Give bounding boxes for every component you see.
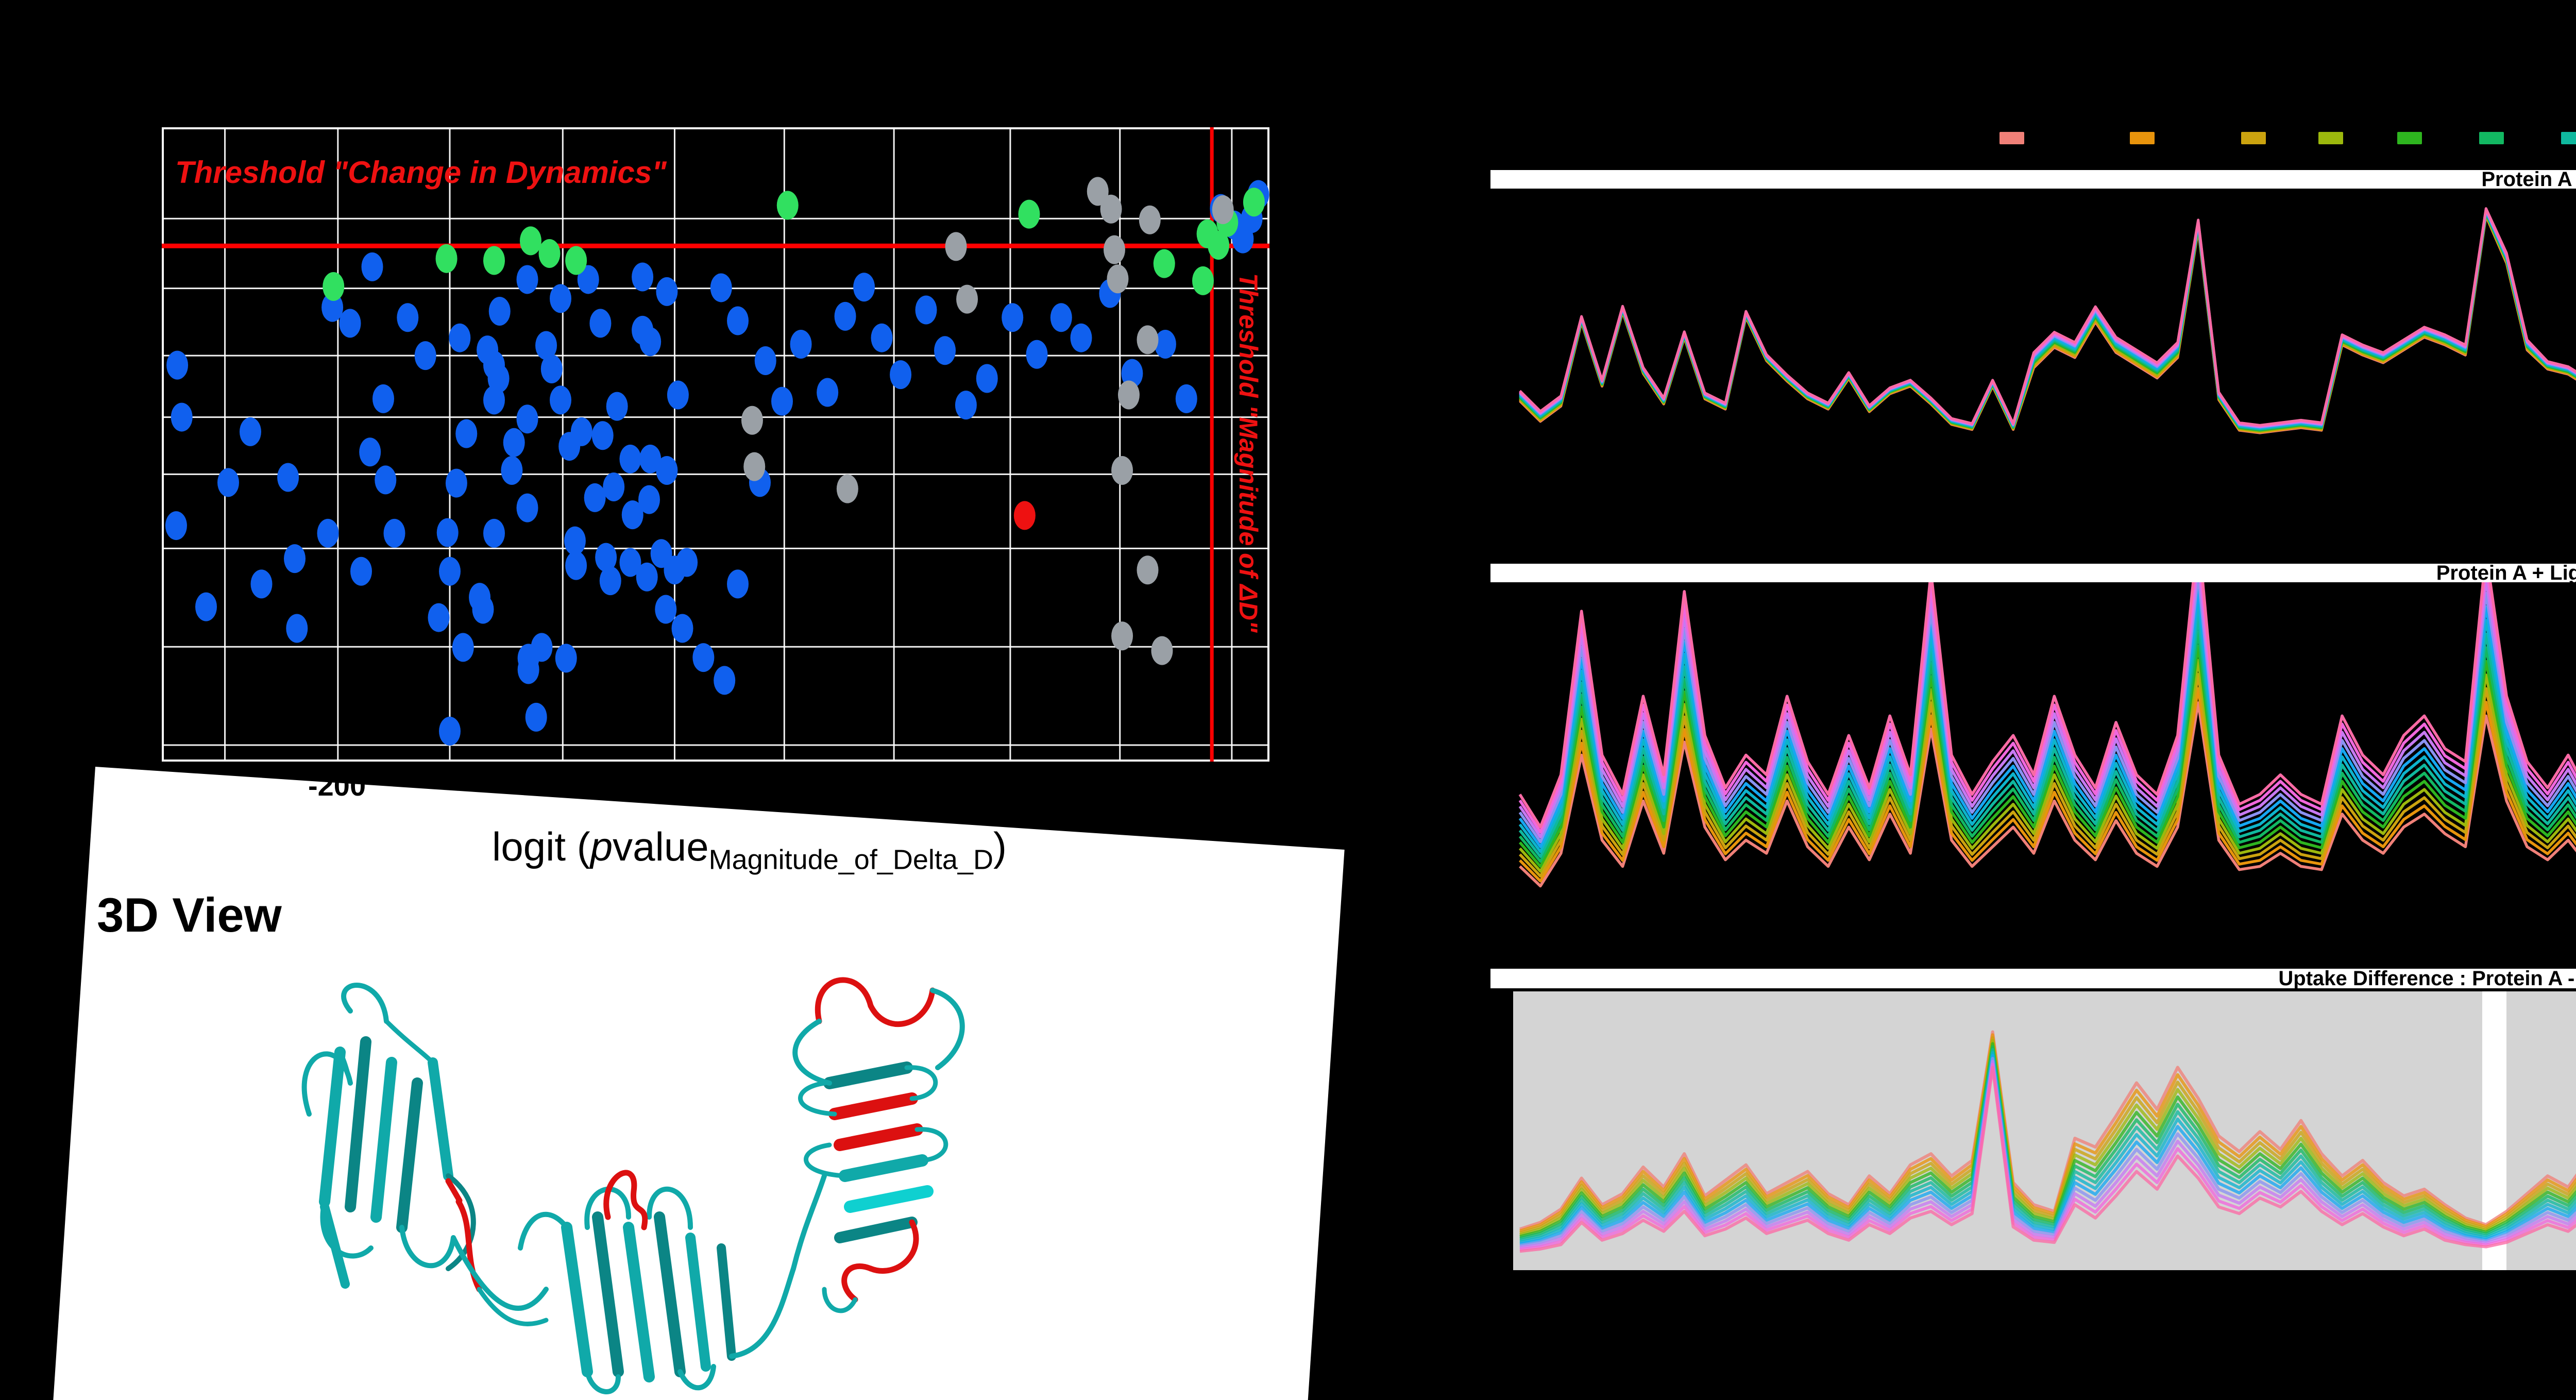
xlabel-value: value — [613, 824, 709, 869]
volcano-x-axis-label: logit (pvalueMagnitude_of_Delta_D) — [492, 823, 1007, 876]
legend-swatch-6[interactable] — [2479, 132, 2504, 144]
protein-structure[interactable] — [278, 959, 1314, 1400]
uptake-chart-protein-a-svg[interactable] — [1490, 189, 2576, 549]
chart-title-text: Uptake Difference : Protein A - (Protein… — [2278, 967, 2576, 990]
chart-title-uptake-difference: Uptake Difference : Protein A - (Protein… — [1490, 967, 2576, 991]
xlabel-p: p — [590, 824, 613, 869]
uptake-chart-protein-a-ligand[interactable] — [1490, 582, 2576, 946]
legend-swatch-3[interactable] — [2241, 132, 2266, 144]
legend-swatch-7[interactable] — [2561, 132, 2576, 144]
threshold-magnitude-label: Threshold "Magnitude of ΔD" — [1234, 273, 1263, 633]
chart-title-protein-a-ligand: Protein A + Ligand — [1490, 561, 2576, 584]
uptake-chart-protein-a-ligand-svg[interactable] — [1490, 582, 2576, 946]
uptake-difference-chart[interactable] — [1490, 991, 2576, 1272]
legend-swatch-1[interactable] — [1999, 132, 2024, 144]
chart-title-text: Protein A + Ligand — [2436, 561, 2576, 584]
timepoint-legend — [1490, 124, 2576, 155]
legend-swatch-5[interactable] — [2397, 132, 2422, 144]
xlabel-suffix: ) — [993, 824, 1007, 869]
chart-title-protein-a: Protein A — [1490, 167, 2576, 191]
x-tick--100: -100 — [755, 769, 814, 802]
x-tick--200: -200 — [308, 769, 366, 802]
uptake-difference-svg[interactable] — [1490, 991, 2576, 1272]
xlabel-subscript: Magnitude_of_Delta_D — [708, 844, 993, 875]
chart-title-text: Protein A — [2481, 167, 2572, 191]
xlabel-prefix: logit ( — [492, 824, 590, 869]
volcano-svg[interactable] — [162, 127, 1269, 762]
legend-swatch-2[interactable] — [2130, 132, 2155, 144]
legend-swatch-4[interactable] — [2318, 132, 2343, 144]
uptake-chart-protein-a[interactable] — [1490, 189, 2576, 549]
threshold-dynamics-label: Threshold "Change in Dynamics" — [175, 155, 667, 190]
volcano-plot[interactable] — [162, 127, 1269, 762]
3d-view-title: 3D View — [97, 888, 282, 942]
